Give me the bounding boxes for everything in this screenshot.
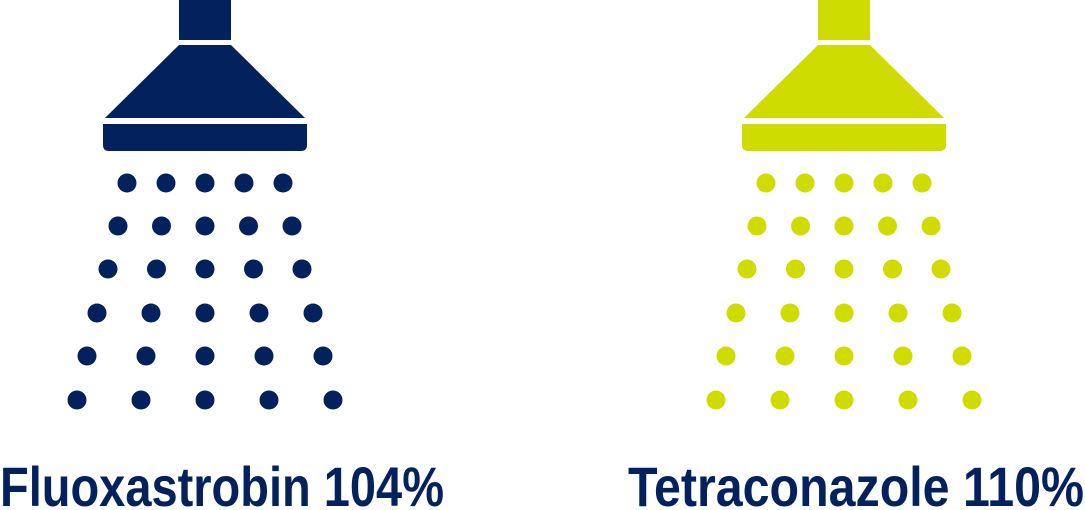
shower-stem — [179, 0, 231, 40]
water-drop — [834, 259, 854, 279]
water-drop — [323, 390, 343, 410]
water-drop — [244, 259, 263, 279]
water-drop — [87, 303, 107, 323]
water-drop — [117, 173, 137, 193]
water-drop — [152, 216, 171, 236]
shower-hood — [105, 45, 305, 118]
water-drop — [706, 390, 726, 410]
water-drop — [195, 216, 215, 236]
water-drop — [282, 216, 302, 236]
water-drop — [239, 216, 258, 236]
water-drop — [791, 216, 810, 236]
water-drop — [67, 390, 87, 410]
water-drop — [108, 216, 128, 236]
water-drop — [273, 173, 293, 193]
water-drop — [259, 390, 279, 410]
shower-head — [742, 124, 946, 151]
water-drop — [98, 259, 118, 279]
water-drop — [893, 346, 913, 366]
shower-stem — [818, 0, 870, 40]
item-label: Tetraconazole 110% — [628, 455, 1084, 510]
water-drop — [141, 303, 161, 323]
water-drop — [156, 173, 176, 193]
water-drop — [834, 390, 854, 410]
water-drop — [931, 259, 951, 279]
water-drop — [303, 303, 323, 323]
water-drop — [313, 346, 333, 366]
water-drop — [898, 390, 918, 410]
water-drop — [234, 173, 254, 193]
water-drop — [716, 346, 736, 366]
water-drop — [888, 303, 908, 323]
water-drop — [786, 259, 805, 279]
shower-head — [103, 124, 307, 151]
shower-hood — [744, 45, 944, 118]
water-drop — [195, 390, 215, 410]
water-drop — [775, 346, 795, 366]
water-drop — [726, 303, 746, 323]
water-drop — [878, 216, 897, 236]
water-drop — [834, 173, 854, 193]
water-drop — [195, 346, 215, 366]
water-drop — [952, 346, 972, 366]
water-drop — [195, 303, 215, 323]
water-drop — [770, 390, 790, 410]
water-drop — [834, 303, 854, 323]
water-drop — [254, 346, 274, 366]
water-drop — [131, 390, 151, 410]
item-label: Fluoxastrobin 104% — [0, 455, 444, 510]
water-drop — [795, 173, 815, 193]
water-drop — [942, 303, 962, 323]
water-drop — [747, 216, 767, 236]
water-drop — [780, 303, 800, 323]
water-drop — [873, 173, 893, 193]
water-drop — [195, 259, 215, 279]
water-drop — [292, 259, 312, 279]
water-drop — [883, 259, 902, 279]
water-drop — [962, 390, 982, 410]
water-drop — [756, 173, 776, 193]
water-drop — [834, 216, 854, 236]
water-drop — [147, 259, 166, 279]
water-drop — [834, 346, 854, 366]
water-drop — [77, 346, 97, 366]
water-drop — [249, 303, 269, 323]
water-drop — [195, 173, 215, 193]
water-drop — [136, 346, 156, 366]
water-drop — [737, 259, 757, 279]
water-drop — [912, 173, 932, 193]
water-drop — [921, 216, 941, 236]
